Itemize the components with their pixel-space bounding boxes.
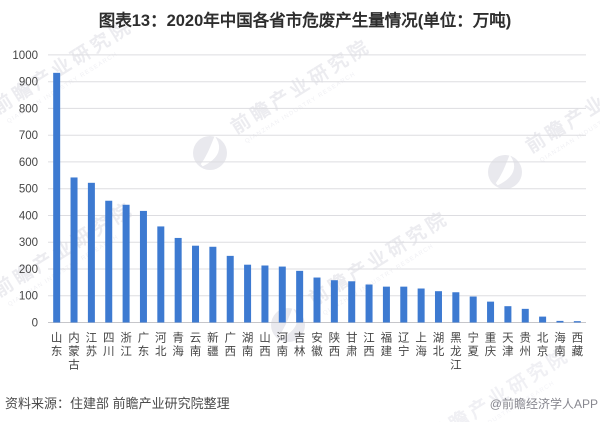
svg-text:南: 南 xyxy=(190,344,202,358)
svg-text:@前瞻经济学人APP: @前瞻经济学人APP xyxy=(490,396,598,411)
svg-text:新: 新 xyxy=(207,331,219,345)
svg-text:广: 广 xyxy=(138,332,150,345)
svg-text:内: 内 xyxy=(68,331,80,345)
svg-text:辽: 辽 xyxy=(398,332,410,345)
svg-text:云: 云 xyxy=(190,333,202,345)
svg-text:0: 0 xyxy=(32,318,38,330)
svg-text:海: 海 xyxy=(415,344,427,358)
svg-text:北: 北 xyxy=(433,345,445,358)
svg-text:苏: 苏 xyxy=(86,345,98,358)
svg-text:300: 300 xyxy=(19,237,38,249)
svg-text:肃: 肃 xyxy=(346,345,358,358)
svg-text:吉: 吉 xyxy=(294,332,306,345)
svg-text:津: 津 xyxy=(502,345,514,358)
svg-text:西: 西 xyxy=(363,346,375,358)
svg-text:西: 西 xyxy=(572,333,584,345)
svg-text:夏: 夏 xyxy=(467,345,479,358)
svg-text:建: 建 xyxy=(381,344,393,358)
svg-text:东: 东 xyxy=(138,345,150,358)
svg-text:重: 重 xyxy=(485,331,497,345)
svg-text:资料来源：住建部 前瞻产业研究院整理: 资料来源：住建部 前瞻产业研究院整理 xyxy=(5,396,230,411)
svg-text:庆: 庆 xyxy=(485,344,497,358)
svg-text:京: 京 xyxy=(537,344,549,358)
svg-text:湖: 湖 xyxy=(242,331,254,345)
svg-text:海: 海 xyxy=(554,331,566,345)
svg-text:400: 400 xyxy=(19,211,38,223)
svg-text:700: 700 xyxy=(19,130,38,142)
svg-text:江: 江 xyxy=(86,332,98,345)
svg-text:州: 州 xyxy=(520,345,532,358)
svg-text:林: 林 xyxy=(294,344,306,358)
svg-text:川: 川 xyxy=(103,345,115,358)
svg-text:500: 500 xyxy=(19,184,38,196)
svg-text:1000: 1000 xyxy=(12,50,38,62)
svg-text:海: 海 xyxy=(172,344,184,358)
svg-text:山: 山 xyxy=(51,332,63,345)
svg-text:江: 江 xyxy=(363,332,375,345)
svg-text:天: 天 xyxy=(502,333,514,345)
svg-text:山: 山 xyxy=(259,332,271,345)
svg-text:浙: 浙 xyxy=(120,332,132,345)
svg-text:黑: 黑 xyxy=(450,332,462,345)
svg-text:青: 青 xyxy=(172,332,184,345)
svg-text:600: 600 xyxy=(19,157,38,169)
svg-text:北: 北 xyxy=(155,345,167,358)
svg-text:宁: 宁 xyxy=(398,344,410,358)
svg-text:广: 广 xyxy=(224,332,236,345)
svg-text:东: 东 xyxy=(51,345,63,358)
svg-text:900: 900 xyxy=(19,77,38,89)
svg-text:陕: 陕 xyxy=(329,331,341,345)
svg-text:江: 江 xyxy=(450,359,462,372)
svg-text:宁: 宁 xyxy=(467,331,479,345)
svg-text:古: 古 xyxy=(68,358,80,372)
svg-text:疆: 疆 xyxy=(207,345,219,358)
svg-text:湖: 湖 xyxy=(433,331,445,345)
svg-text:藏: 藏 xyxy=(572,345,584,358)
svg-text:西: 西 xyxy=(329,346,341,358)
svg-text:安: 安 xyxy=(311,331,323,345)
svg-text:江: 江 xyxy=(120,345,132,358)
svg-text:100: 100 xyxy=(19,291,38,303)
svg-text:龙: 龙 xyxy=(450,345,462,358)
svg-text:福: 福 xyxy=(381,331,393,345)
svg-text:800: 800 xyxy=(19,103,38,115)
svg-text:北: 北 xyxy=(537,332,549,345)
svg-text:甘: 甘 xyxy=(346,332,358,345)
svg-text:南: 南 xyxy=(277,344,289,358)
svg-text:图表13：2020年中国各省市危废产生量情况(单位：万吨): 图表13：2020年中国各省市危废产生量情况(单位：万吨) xyxy=(99,10,512,30)
svg-text:西: 西 xyxy=(259,346,271,358)
svg-text:上: 上 xyxy=(415,332,427,345)
svg-text:徽: 徽 xyxy=(311,344,323,358)
svg-text:西: 西 xyxy=(224,346,236,358)
svg-text:南: 南 xyxy=(554,344,566,358)
svg-text:200: 200 xyxy=(19,264,38,276)
svg-text:蒙: 蒙 xyxy=(68,345,80,358)
svg-text:四: 四 xyxy=(103,333,115,345)
svg-text:河: 河 xyxy=(155,332,167,345)
svg-text:河: 河 xyxy=(277,332,289,345)
svg-text:贵: 贵 xyxy=(520,332,532,345)
svg-text:南: 南 xyxy=(242,344,254,358)
